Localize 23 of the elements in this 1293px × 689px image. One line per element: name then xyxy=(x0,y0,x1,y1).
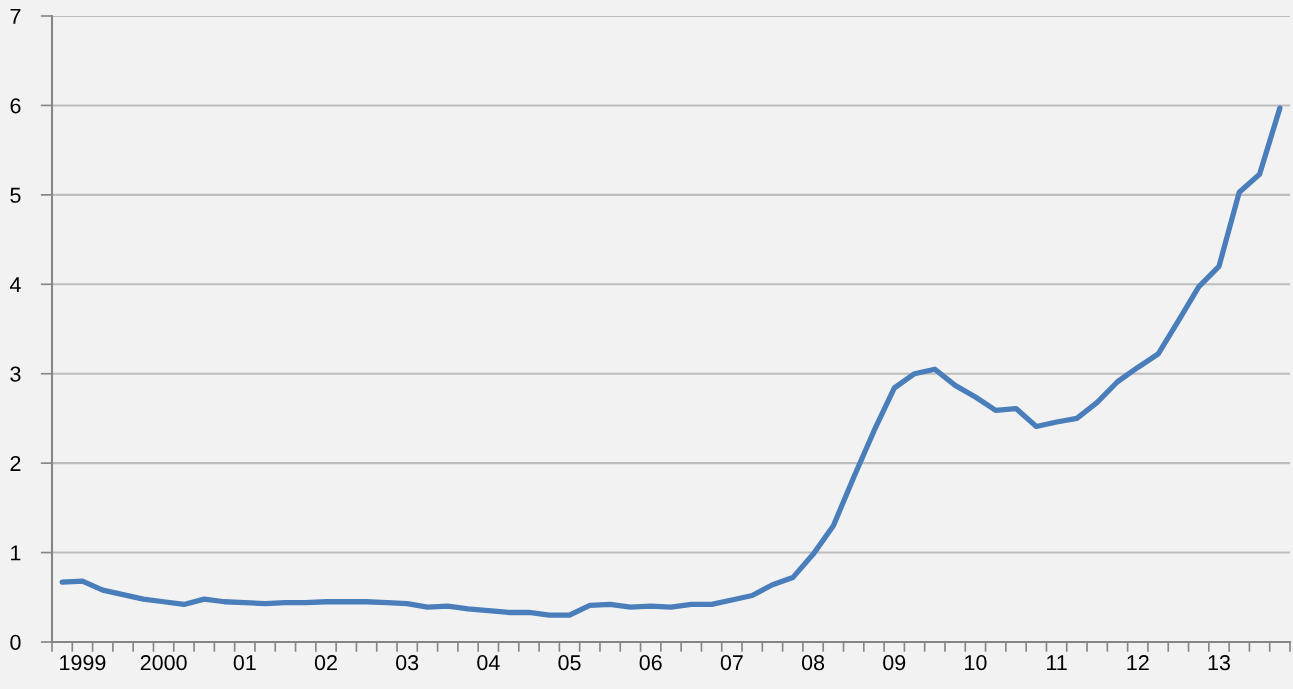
x-tick-label: 09 xyxy=(883,655,906,671)
x-tick-label: 2000 xyxy=(140,655,187,671)
y-tick-label: 0 xyxy=(10,634,21,651)
x-tick-label: 11 xyxy=(1047,655,1067,671)
x-tick-label: 07 xyxy=(720,655,743,671)
y-tick-label: 6 xyxy=(10,98,21,114)
x-tick-label: 02 xyxy=(314,655,337,671)
y-tick-label: 4 xyxy=(9,277,21,293)
y-tick-label: 3 xyxy=(10,366,21,382)
x-tick-label: 06 xyxy=(639,655,662,671)
x-tick-label: 1999 xyxy=(60,655,106,671)
y-tick-label: 1 xyxy=(11,545,21,561)
x-tick-label: 04 xyxy=(477,655,500,671)
x-tick-label: 12 xyxy=(1127,655,1149,671)
y-tick-label: 5 xyxy=(10,187,21,203)
x-tick-label: 10 xyxy=(965,655,987,671)
x-tick-label: 01 xyxy=(233,655,256,671)
y-tick-label: 2 xyxy=(10,455,21,471)
x-tick-label: 08 xyxy=(801,655,825,671)
x-tick-label: 13 xyxy=(1208,655,1230,671)
y-tick-label: 7 xyxy=(10,8,21,24)
x-tick-label: 05 xyxy=(558,655,581,671)
x-tick-label: 03 xyxy=(396,655,419,671)
